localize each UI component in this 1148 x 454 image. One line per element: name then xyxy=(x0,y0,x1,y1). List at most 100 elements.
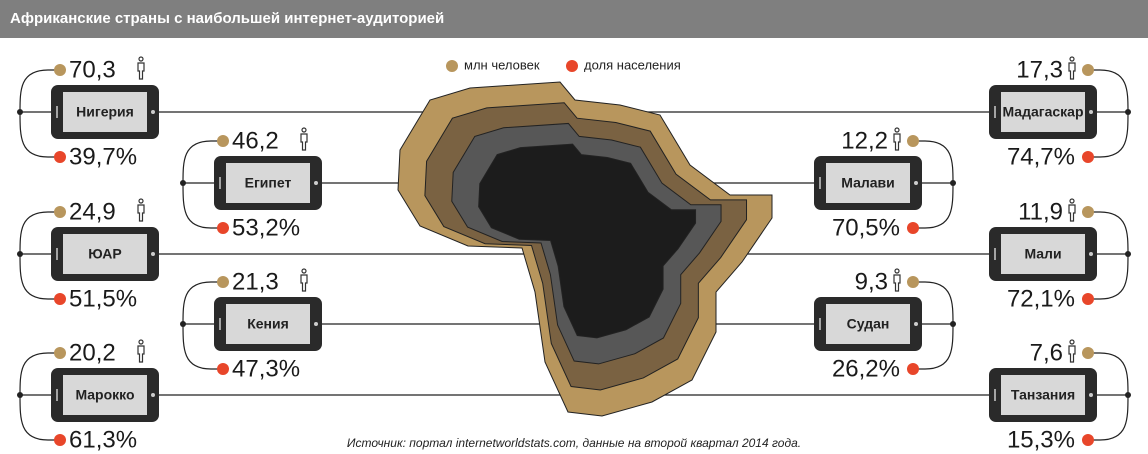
source: Источник: портал internetworldstats.com,… xyxy=(347,436,801,450)
country-name: Танзания xyxy=(1011,387,1075,403)
users-value: 46,2 xyxy=(232,127,279,154)
phone-screen xyxy=(826,304,910,344)
phone-screen xyxy=(1001,375,1085,415)
share-value: 72,1% xyxy=(1007,285,1075,312)
bracket-dot xyxy=(180,180,186,186)
country: Мадагаскар 17,3 74,7% xyxy=(989,56,1131,170)
legend-share: доля населения xyxy=(584,57,681,72)
users-value: 9,3 xyxy=(855,268,888,295)
users-dot xyxy=(907,135,919,147)
bracket-dot xyxy=(17,392,23,398)
country-name: Кения xyxy=(247,316,289,332)
phone-button xyxy=(314,322,318,326)
header-bar xyxy=(0,0,1148,38)
users-dot xyxy=(217,135,229,147)
users-value: 21,3 xyxy=(232,268,279,295)
bracket-dot xyxy=(1125,109,1131,115)
phone-screen xyxy=(63,375,147,415)
title: Африканские страны с наибольшей интернет… xyxy=(10,10,444,27)
phone-screen xyxy=(1001,234,1085,274)
legend-dot-share xyxy=(566,60,578,72)
person-icon xyxy=(300,268,308,292)
users-value: 12,2 xyxy=(841,127,888,154)
share-value: 61,3% xyxy=(69,426,137,453)
phone-screen xyxy=(1001,92,1085,132)
country: Египет 46,2 53,2% xyxy=(180,127,322,241)
users-dot xyxy=(54,347,66,359)
users-dot xyxy=(907,276,919,288)
country-name: Египет xyxy=(245,175,292,191)
bracket-dot xyxy=(1125,251,1131,257)
users-value: 70,3 xyxy=(69,56,116,83)
country-name: Нигерия xyxy=(76,104,134,120)
person-icon xyxy=(893,127,901,151)
share-dot xyxy=(217,222,229,234)
share-dot xyxy=(54,151,66,163)
users-dot xyxy=(54,64,66,76)
country: Малави 12,2 70,5% xyxy=(814,127,956,241)
users-value: 7,6 xyxy=(1030,339,1063,366)
person-icon xyxy=(300,127,308,151)
phone-button xyxy=(151,110,155,114)
legend-users: млн человек xyxy=(464,57,540,72)
phone-button xyxy=(151,393,155,397)
person-icon xyxy=(137,56,145,80)
share-value: 15,3% xyxy=(1007,426,1075,453)
country: Кения 21,3 47,3% xyxy=(180,268,322,382)
users-dot xyxy=(1082,64,1094,76)
africa-map xyxy=(397,81,773,417)
legend-dot-users xyxy=(446,60,458,72)
share-value: 53,2% xyxy=(232,214,300,241)
country: Марокко 20,2 61,3% xyxy=(17,339,159,453)
country-name: Малави xyxy=(841,175,895,191)
bracket-dot xyxy=(950,180,956,186)
share-value: 39,7% xyxy=(69,143,137,170)
share-dot xyxy=(1082,434,1094,446)
person-icon xyxy=(1068,339,1076,363)
country: Судан 9,3 26,2% xyxy=(814,268,956,382)
country: Мали 11,9 72,1% xyxy=(989,198,1131,312)
bracket-dot xyxy=(1125,392,1131,398)
person-icon xyxy=(137,339,145,363)
phone-screen xyxy=(63,234,147,274)
share-dot xyxy=(217,363,229,375)
users-value: 20,2 xyxy=(69,339,116,366)
country: ЮАР 24,9 51,5% xyxy=(17,198,159,312)
country-name: Марокко xyxy=(75,387,134,403)
users-dot xyxy=(1082,347,1094,359)
phone-button xyxy=(1089,110,1093,114)
phone-screen xyxy=(826,163,910,203)
share-dot xyxy=(1082,293,1094,305)
country: Танзания 7,6 15,3% xyxy=(989,339,1131,453)
share-dot xyxy=(1082,151,1094,163)
share-dot xyxy=(54,434,66,446)
users-dot xyxy=(54,206,66,218)
phone-button xyxy=(1089,252,1093,256)
country-name: Мадагаскар xyxy=(1002,104,1083,120)
phone-screen xyxy=(226,163,310,203)
person-icon xyxy=(893,268,901,292)
bracket-dot xyxy=(180,321,186,327)
share-dot xyxy=(907,363,919,375)
country-name: Судан xyxy=(847,316,890,332)
map-layer xyxy=(478,143,697,339)
phone-button xyxy=(914,322,918,326)
share-value: 26,2% xyxy=(832,355,900,382)
person-icon xyxy=(1068,56,1076,80)
phone-screen xyxy=(63,92,147,132)
phone-button xyxy=(314,181,318,185)
share-value: 70,5% xyxy=(832,214,900,241)
country-name: Мали xyxy=(1024,246,1061,262)
country-name: ЮАР xyxy=(88,246,122,262)
bracket-dot xyxy=(950,321,956,327)
users-dot xyxy=(1082,206,1094,218)
country: Нигерия 70,3 39,7% xyxy=(17,56,159,170)
share-value: 74,7% xyxy=(1007,143,1075,170)
users-dot xyxy=(217,276,229,288)
users-value: 24,9 xyxy=(69,198,116,225)
users-value: 17,3 xyxy=(1016,56,1063,83)
phone-button xyxy=(151,252,155,256)
share-value: 51,5% xyxy=(69,285,137,312)
bracket-dot xyxy=(17,109,23,115)
users-value: 11,9 xyxy=(1018,198,1063,225)
